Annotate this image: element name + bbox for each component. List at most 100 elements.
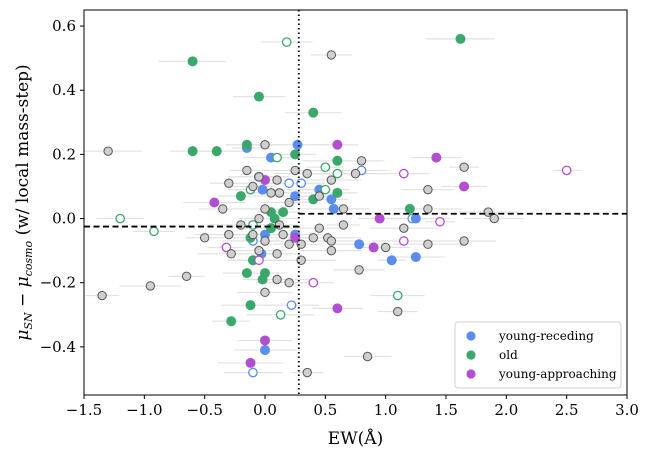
point-old-hollow bbox=[392, 290, 403, 301]
legend: young-receding old young-approaching bbox=[454, 321, 622, 389]
point-unclassified bbox=[266, 188, 276, 198]
point-unclassified bbox=[290, 165, 300, 176]
x-axis-label: EW(Å) bbox=[328, 428, 383, 449]
x-tick-label: −1.5 bbox=[66, 401, 102, 419]
data-points bbox=[97, 33, 572, 378]
point-young-receding bbox=[326, 194, 337, 205]
y-tick-label: −0.4 bbox=[40, 338, 76, 356]
x-axis-ticks: −1.5 −1.0 −0.5 0.0 0.5 1.0 1.5 2.0 2.5 3.0 bbox=[66, 395, 639, 419]
point-unclassified bbox=[224, 229, 234, 240]
point-young-receding bbox=[259, 345, 270, 356]
point-unclassified bbox=[272, 274, 282, 285]
point-young-approaching bbox=[332, 139, 343, 150]
point-unclassified bbox=[423, 239, 433, 249]
point-old bbox=[241, 139, 252, 150]
point-young-receding bbox=[354, 239, 365, 250]
point-unclassified bbox=[326, 245, 337, 256]
point-unclassified bbox=[326, 175, 337, 185]
point-unclassified bbox=[272, 175, 282, 185]
point-unclassified bbox=[242, 165, 252, 176]
point-unclassified bbox=[278, 229, 288, 240]
point-unclassified bbox=[199, 233, 210, 243]
point-unclassified bbox=[350, 168, 361, 179]
point-young-receding-hollow bbox=[248, 367, 258, 378]
point-unclassified bbox=[260, 236, 270, 246]
point-unclassified bbox=[181, 271, 192, 281]
y-label-mu-2: μ bbox=[13, 276, 33, 287]
point-unclassified bbox=[459, 162, 469, 172]
point-unclassified bbox=[302, 168, 312, 179]
y-axis-label: μSN − μcosmo (w/ local mass-step) bbox=[13, 64, 35, 340]
point-young-receding bbox=[292, 139, 303, 150]
point-unclassified bbox=[314, 191, 324, 201]
point-unclassified bbox=[284, 239, 294, 249]
point-unclassified bbox=[354, 265, 364, 275]
x-tick-label: −0.5 bbox=[186, 401, 222, 419]
point-old-hollow bbox=[320, 162, 331, 173]
point-unclassified bbox=[284, 197, 294, 208]
plot-frame bbox=[83, 9, 628, 396]
y-label-minus: − bbox=[13, 287, 33, 312]
point-old bbox=[187, 146, 198, 157]
point-old bbox=[235, 191, 246, 202]
x-tick-label: 2.0 bbox=[494, 401, 518, 419]
point-unclassified bbox=[423, 184, 433, 195]
point-young-approaching bbox=[368, 242, 379, 253]
x-tick-label: −1.0 bbox=[126, 401, 162, 419]
point-old bbox=[226, 316, 237, 327]
point-young-approaching bbox=[209, 197, 220, 208]
point-unclassified bbox=[362, 351, 373, 362]
point-old-hollow bbox=[281, 37, 292, 47]
point-young-approaching-hollow bbox=[398, 168, 409, 179]
point-unclassified bbox=[459, 236, 469, 246]
point-unclassified bbox=[260, 204, 270, 214]
point-old bbox=[278, 207, 289, 218]
point-young-receding bbox=[386, 255, 397, 266]
point-young-approaching bbox=[332, 303, 343, 314]
point-unclassified bbox=[423, 204, 433, 214]
point-unclassified bbox=[489, 213, 499, 224]
x-tick-label: 1.0 bbox=[374, 401, 398, 419]
point-old bbox=[211, 146, 222, 157]
point-old bbox=[241, 268, 252, 279]
point-old bbox=[308, 107, 319, 118]
point-young-approaching bbox=[459, 181, 470, 192]
x-tick-label: 0.5 bbox=[313, 401, 337, 419]
y-tick-label: 0.2 bbox=[52, 145, 76, 163]
point-unclassified bbox=[302, 367, 312, 378]
point-young-receding-hollow bbox=[286, 300, 297, 311]
point-unclassified bbox=[260, 287, 270, 298]
point-unclassified bbox=[393, 306, 403, 317]
point-young-receding bbox=[257, 184, 268, 195]
point-young-approaching-hollow bbox=[308, 277, 319, 288]
point-unclassified bbox=[284, 278, 294, 288]
point-young-approaching bbox=[431, 152, 442, 163]
legend-label-young-receding: young-receding bbox=[498, 329, 594, 343]
point-young-approaching bbox=[290, 232, 301, 243]
point-old bbox=[332, 187, 343, 198]
point-young-approaching-hollow bbox=[398, 236, 409, 246]
point-young-approaching-hollow bbox=[221, 242, 232, 253]
legend-marker-young-approaching bbox=[466, 369, 476, 379]
point-unclassified bbox=[272, 249, 282, 259]
point-unclassified bbox=[338, 220, 349, 230]
point-old bbox=[332, 155, 343, 166]
point-old bbox=[245, 300, 256, 311]
x-tick-label: 2.5 bbox=[555, 401, 579, 419]
point-unclassified bbox=[218, 204, 228, 214]
point-unclassified bbox=[236, 220, 246, 230]
y-tick-label: 0.0 bbox=[52, 210, 76, 228]
y-tick-label: 0.6 bbox=[52, 17, 76, 35]
point-old bbox=[257, 274, 268, 285]
x-tick-label: 1.5 bbox=[434, 401, 458, 419]
point-young-approaching-hollow bbox=[561, 165, 572, 176]
y-tick-label: 0.4 bbox=[52, 81, 76, 99]
y-label-rest: (w/ local mass-step) bbox=[13, 64, 33, 240]
point-old-hollow bbox=[320, 184, 331, 195]
point-unclassified bbox=[314, 223, 324, 233]
point-young-approaching bbox=[374, 213, 385, 224]
point-old bbox=[253, 91, 264, 102]
point-old bbox=[266, 223, 277, 234]
point-unclassified bbox=[254, 213, 264, 224]
